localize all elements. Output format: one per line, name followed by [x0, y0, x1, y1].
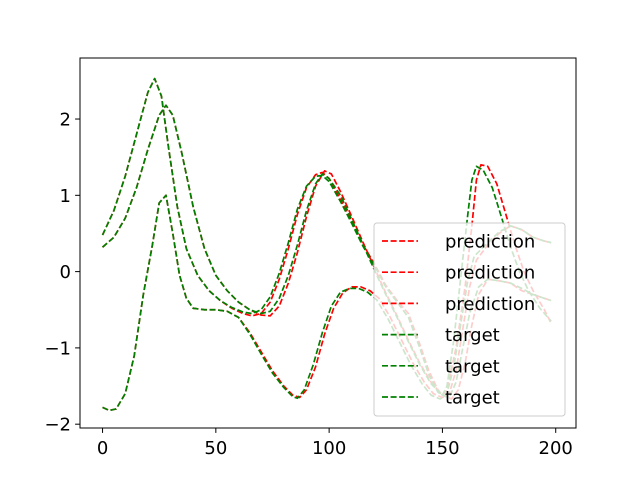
x-tick-label: 50	[204, 438, 227, 459]
y-tick-label: −1	[44, 338, 71, 359]
legend-label-target: target	[445, 356, 500, 377]
x-axis: 0 50 100 150 200	[97, 428, 573, 459]
x-tick-label: 150	[425, 438, 459, 459]
legend-box	[373, 222, 566, 417]
legend: prediction prediction prediction target targ…	[373, 222, 566, 417]
legend-label-prediction: prediction	[445, 263, 535, 284]
series-line-target-5	[101, 77, 552, 397]
legend-label-target: target	[445, 325, 500, 346]
legend-label-prediction: prediction	[445, 294, 535, 315]
x-tick-label: 0	[97, 438, 108, 459]
x-tick-label: 200	[539, 438, 573, 459]
legend-label-target: target	[445, 388, 500, 409]
y-tick-label: 0	[60, 262, 71, 283]
plot-frame	[79, 57, 577, 429]
x-tick-label: 100	[312, 438, 346, 459]
series-line-target-6	[102, 194, 552, 412]
y-tick-label: −2	[44, 415, 71, 436]
y-tick-label: 2	[60, 110, 71, 131]
y-axis: −2 −1 0 1 2	[44, 110, 80, 436]
y-tick-label: 1	[60, 186, 71, 207]
legend-label-prediction: prediction	[445, 232, 535, 253]
